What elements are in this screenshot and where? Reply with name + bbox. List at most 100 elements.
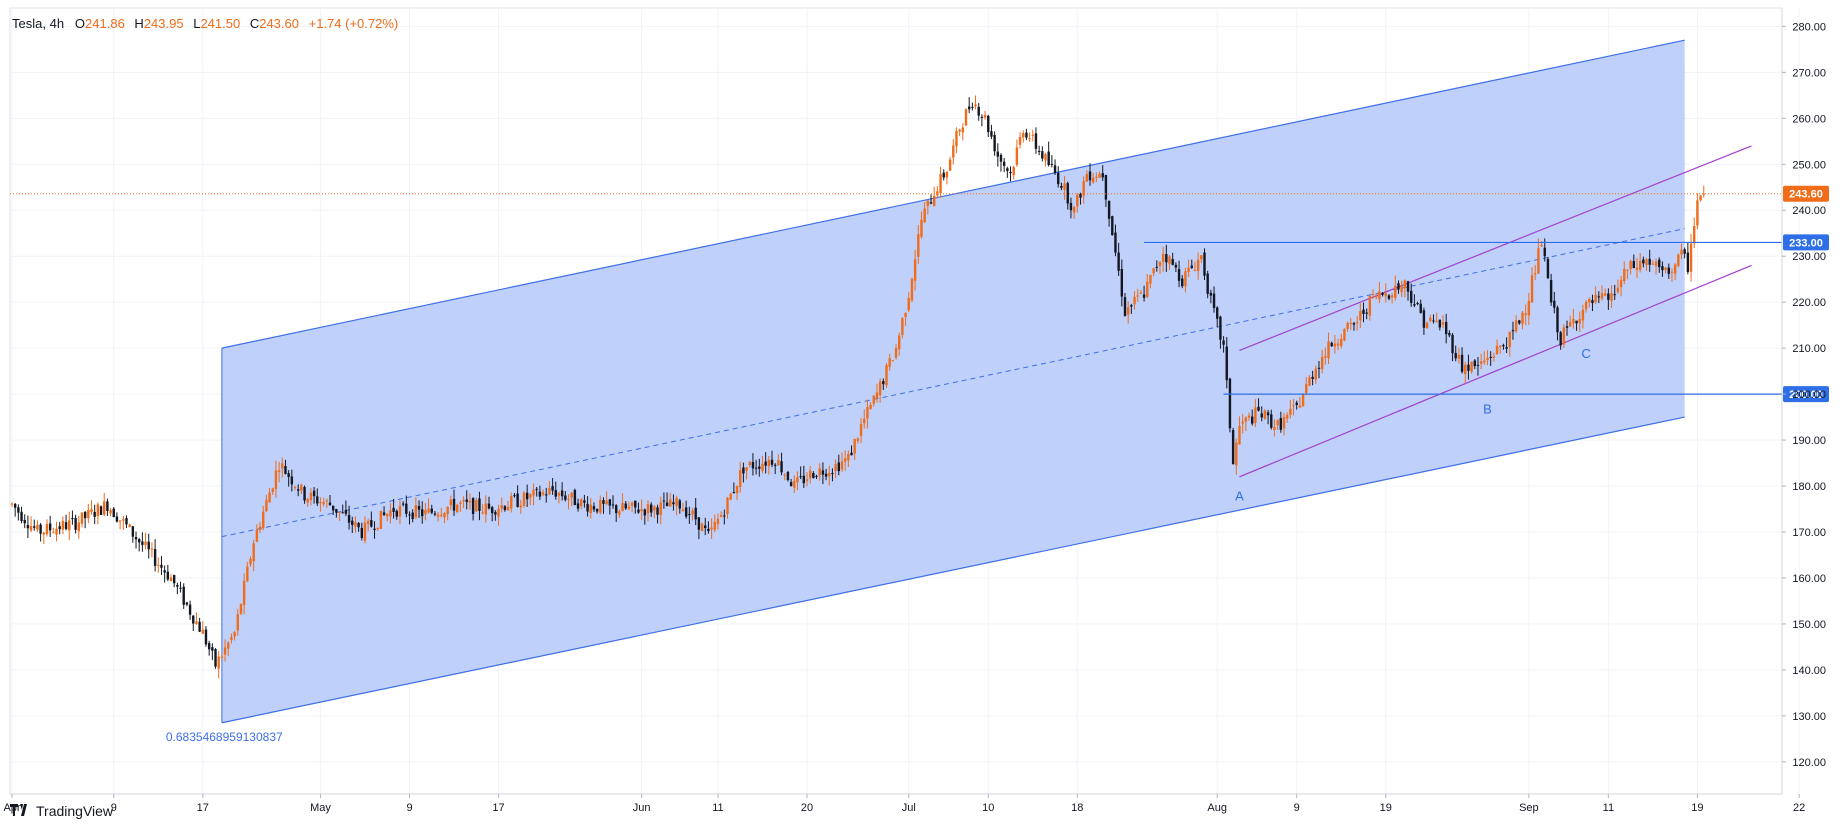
candle[interactable]	[1343, 328, 1346, 342]
candle[interactable]	[665, 492, 669, 507]
candle[interactable]	[853, 438, 856, 461]
candle[interactable]	[1187, 259, 1190, 277]
candle[interactable]	[1495, 339, 1499, 355]
candle[interactable]	[1429, 314, 1432, 323]
candle[interactable]	[1196, 252, 1200, 280]
candle[interactable]	[106, 498, 109, 516]
candle[interactable]	[939, 166, 942, 198]
candle[interactable]	[1317, 361, 1321, 379]
candle[interactable]	[516, 485, 519, 508]
candle[interactable]	[751, 453, 755, 476]
candle[interactable]	[300, 483, 303, 495]
candle[interactable]	[1292, 399, 1295, 416]
candle[interactable]	[185, 601, 189, 607]
candle[interactable]	[1562, 323, 1566, 348]
candle[interactable]	[1667, 263, 1670, 279]
candle[interactable]	[1642, 256, 1645, 268]
candle[interactable]	[1244, 416, 1248, 431]
candle[interactable]	[850, 445, 853, 456]
candle[interactable]	[1394, 275, 1397, 301]
candle[interactable]	[366, 518, 370, 532]
candle[interactable]	[322, 497, 325, 507]
candle[interactable]	[1368, 295, 1372, 321]
candle[interactable]	[678, 498, 681, 514]
candle[interactable]	[1225, 337, 1228, 389]
candle[interactable]	[608, 498, 612, 515]
candle[interactable]	[983, 110, 987, 120]
candle[interactable]	[541, 489, 545, 497]
candle[interactable]	[898, 332, 901, 356]
candle[interactable]	[10, 502, 14, 507]
candle[interactable]	[144, 532, 147, 550]
candle[interactable]	[150, 542, 154, 558]
candle[interactable]	[560, 482, 564, 501]
candle[interactable]	[662, 492, 666, 509]
candle[interactable]	[907, 292, 910, 313]
candle[interactable]	[894, 344, 898, 360]
candle[interactable]	[484, 495, 488, 523]
candle[interactable]	[1168, 254, 1171, 270]
candle[interactable]	[1152, 267, 1155, 277]
candle[interactable]	[433, 510, 437, 517]
candle[interactable]	[1349, 317, 1352, 330]
candle[interactable]	[309, 488, 313, 506]
candle[interactable]	[640, 499, 643, 521]
candle[interactable]	[1508, 331, 1511, 357]
candle[interactable]	[64, 514, 68, 531]
candle[interactable]	[214, 648, 217, 669]
candle[interactable]	[688, 506, 691, 524]
candle[interactable]	[443, 512, 446, 524]
candle[interactable]	[1066, 181, 1069, 210]
candle[interactable]	[831, 468, 834, 482]
candle[interactable]	[1120, 259, 1124, 307]
candle[interactable]	[1499, 345, 1502, 354]
candle[interactable]	[17, 504, 20, 521]
candle[interactable]	[382, 506, 386, 517]
candle[interactable]	[500, 497, 503, 513]
candle[interactable]	[1619, 275, 1623, 297]
candle[interactable]	[1107, 200, 1111, 227]
candle[interactable]	[719, 511, 723, 518]
candle[interactable]	[917, 224, 920, 264]
candle[interactable]	[1384, 283, 1387, 303]
candle[interactable]	[920, 211, 923, 239]
candle[interactable]	[761, 455, 764, 474]
candle[interactable]	[1486, 350, 1489, 366]
candle[interactable]	[1053, 159, 1057, 175]
candle[interactable]	[748, 460, 751, 468]
candle[interactable]	[271, 487, 274, 495]
candle[interactable]	[974, 95, 977, 110]
candle[interactable]	[1111, 215, 1114, 236]
candle[interactable]	[293, 485, 297, 491]
candle[interactable]	[179, 581, 182, 593]
candle[interactable]	[1518, 319, 1521, 325]
candle[interactable]	[875, 383, 879, 403]
candle[interactable]	[351, 516, 354, 533]
candle[interactable]	[449, 495, 453, 511]
candle[interactable]	[424, 503, 427, 521]
candle[interactable]	[392, 498, 395, 519]
candle[interactable]	[602, 497, 605, 514]
candle[interactable]	[1063, 176, 1066, 200]
candle[interactable]	[923, 201, 926, 224]
candle[interactable]	[745, 467, 748, 480]
candle[interactable]	[1085, 170, 1089, 182]
candle[interactable]	[255, 524, 259, 543]
candle[interactable]	[303, 485, 306, 504]
candle[interactable]	[1025, 128, 1028, 141]
candle[interactable]	[1502, 343, 1505, 350]
candle[interactable]	[1451, 332, 1454, 362]
candle[interactable]	[1680, 243, 1683, 260]
candle[interactable]	[1082, 176, 1085, 204]
candle[interactable]	[1092, 172, 1095, 184]
candle[interactable]	[793, 475, 796, 493]
candle[interactable]	[395, 509, 398, 520]
candle[interactable]	[277, 461, 281, 483]
candle[interactable]	[363, 516, 367, 544]
candle[interactable]	[1479, 353, 1483, 370]
candle[interactable]	[118, 520, 122, 530]
candle[interactable]	[513, 492, 516, 498]
candle[interactable]	[522, 491, 526, 508]
candle[interactable]	[1410, 283, 1413, 307]
candle[interactable]	[249, 556, 252, 567]
